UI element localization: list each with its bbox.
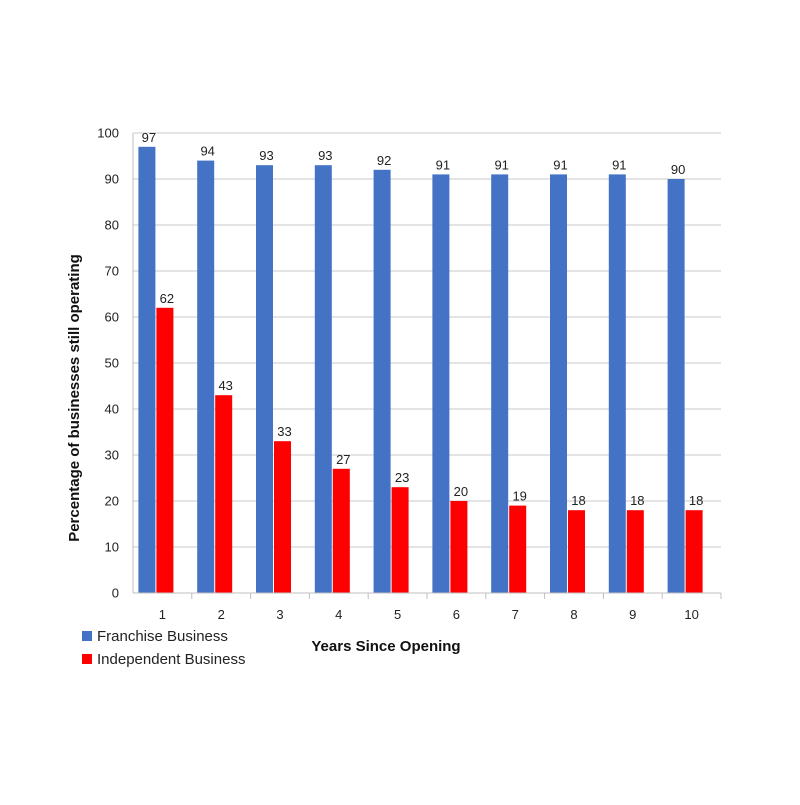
data-label-independent: 18: [689, 493, 703, 508]
bar-franchise: [373, 169, 391, 594]
bar-franchise: [314, 165, 332, 593]
data-label-franchise: 93: [318, 148, 332, 163]
data-label-independent: 27: [336, 452, 350, 467]
y-tick-label: 90: [105, 172, 119, 187]
x-tick-label: 3: [276, 607, 283, 622]
legend-swatch-independent: [82, 654, 92, 664]
data-label-franchise: 97: [142, 130, 156, 145]
data-label-franchise: 91: [436, 157, 450, 172]
data-label-independent: 23: [395, 470, 409, 485]
data-label-franchise: 92: [377, 153, 391, 168]
bar-franchise: [608, 174, 626, 593]
x-tick-label: 4: [335, 607, 342, 622]
bar-independent: [626, 510, 644, 593]
x-tick-label: 8: [570, 607, 577, 622]
bar-franchise: [256, 165, 273, 593]
y-tick-label: 80: [105, 218, 119, 233]
bar-independent: [215, 395, 233, 593]
y-tick-label: 100: [97, 126, 119, 141]
legend-label-franchise: Franchise Business: [97, 628, 228, 645]
y-tick-label: 10: [105, 540, 119, 555]
x-tick-label: 9: [629, 607, 636, 622]
x-axis-title: Years Since Opening: [311, 638, 460, 655]
data-label-franchise: 91: [612, 157, 626, 172]
bar-franchise: [491, 174, 509, 593]
bar-independent: [156, 307, 174, 593]
bar-franchise: [550, 174, 567, 593]
data-label-independent: 20: [454, 484, 468, 499]
data-label-franchise: 94: [200, 144, 214, 159]
x-tick-label: 7: [512, 607, 519, 622]
x-tick-label: 10: [684, 607, 698, 622]
data-label-independent: 62: [160, 291, 174, 306]
bar-franchise: [197, 160, 215, 593]
bar-independent: [332, 468, 350, 593]
data-label-franchise: 93: [259, 148, 273, 163]
bar-franchise: [432, 174, 450, 593]
y-tick-label: 30: [105, 448, 119, 463]
data-label-independent: 19: [512, 489, 526, 504]
data-label-independent: 43: [218, 378, 232, 393]
bar-independent: [274, 441, 291, 593]
y-tick-label: 50: [105, 356, 119, 371]
y-tick-label: 20: [105, 494, 119, 509]
bar-independent: [450, 501, 468, 593]
x-tick-label: 1: [159, 607, 166, 622]
bar-franchise: [667, 179, 685, 593]
bars: [138, 146, 703, 594]
legend: Franchise Business Independent Business: [82, 628, 245, 668]
bar-franchise: [138, 146, 156, 594]
bar-independent: [391, 487, 409, 593]
y-tick-label: 40: [105, 402, 119, 417]
y-axis-title: Percentage of businesses still operating: [66, 254, 83, 542]
data-label-independent: 33: [277, 424, 291, 439]
x-tick-label: 2: [218, 607, 225, 622]
y-tick-label: 70: [105, 264, 119, 279]
data-label-franchise: 91: [553, 157, 567, 172]
bar-independent: [509, 505, 527, 593]
bar-independent: [568, 510, 585, 593]
y-tick-label: 60: [105, 310, 119, 325]
data-label-franchise: 91: [494, 157, 508, 172]
legend-label-independent: Independent Business: [97, 651, 245, 668]
data-label-franchise: 90: [671, 162, 685, 177]
y-tick-label: 0: [112, 586, 119, 601]
data-labels: 97 62 94 43 93 33 93 27 92 23 91 20 91 19 91 18 91 18 90 18: [142, 130, 704, 508]
data-label-independent: 18: [571, 493, 585, 508]
x-tick-label: 6: [453, 607, 460, 622]
data-label-independent: 18: [630, 493, 644, 508]
bar-independent: [685, 510, 703, 593]
legend-swatch-franchise: [82, 631, 92, 641]
x-tick-label: 5: [394, 607, 401, 622]
